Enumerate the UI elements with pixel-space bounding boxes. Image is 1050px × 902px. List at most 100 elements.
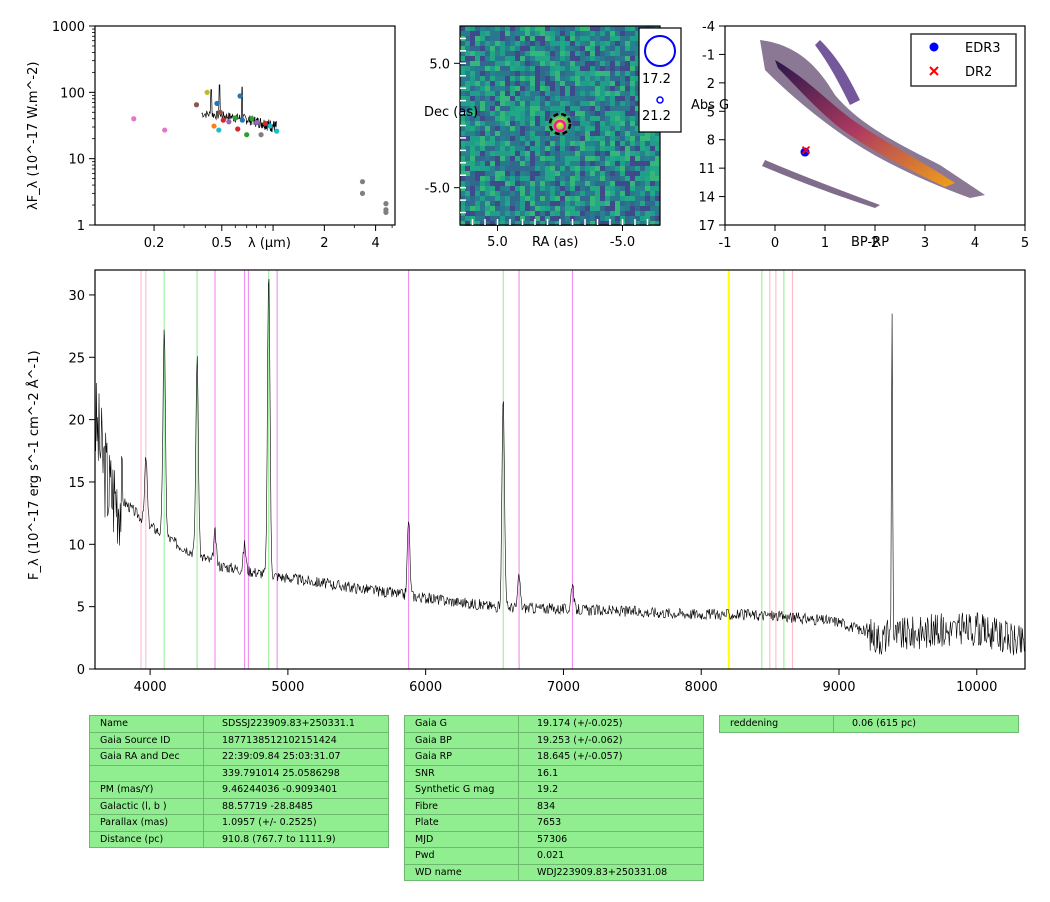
cutout-pixel bbox=[585, 66, 590, 71]
cutout-pixel bbox=[600, 166, 605, 171]
cutout-pixel bbox=[470, 211, 475, 216]
cutout-pixel bbox=[520, 31, 525, 36]
cutout-pixel bbox=[590, 221, 595, 226]
cutout-pixel bbox=[515, 116, 520, 121]
cutout-pixel bbox=[500, 56, 505, 61]
cutout-pixel bbox=[605, 81, 610, 86]
cutout-pixel bbox=[620, 51, 625, 56]
cutout-pixel bbox=[600, 66, 605, 71]
cutout-pixel bbox=[475, 121, 480, 126]
cutout-pixel bbox=[570, 191, 575, 196]
cutout-pixel bbox=[655, 146, 660, 151]
cutout-pixel bbox=[485, 221, 490, 226]
cutout-pixel bbox=[620, 116, 625, 121]
cutout-pixel bbox=[480, 211, 485, 216]
cutout-pixel bbox=[575, 26, 580, 31]
cutout-pixel bbox=[475, 141, 480, 146]
cutout-pixel bbox=[615, 181, 620, 186]
cutout-pixel bbox=[635, 31, 640, 36]
cutout-pixel bbox=[635, 41, 640, 46]
cutout-pixel bbox=[515, 196, 520, 201]
cutout-pixel bbox=[470, 131, 475, 136]
table-key: Gaia Source ID bbox=[89, 731, 204, 749]
cutout-pixel bbox=[585, 206, 590, 211]
cutout-pixel bbox=[500, 201, 505, 206]
cutout-pixel bbox=[460, 51, 465, 56]
cutout-pixel bbox=[505, 71, 510, 76]
cutout-pixel bbox=[485, 141, 490, 146]
cutout-pixel bbox=[605, 191, 610, 196]
cutout-pixel bbox=[555, 161, 560, 166]
sed-point bbox=[216, 127, 222, 133]
cutout-pixel bbox=[525, 36, 530, 41]
cutout-pixel bbox=[560, 61, 565, 66]
cutout-pixel bbox=[580, 106, 585, 111]
cutout-pixel bbox=[460, 151, 465, 156]
cutout-pixel bbox=[500, 91, 505, 96]
hr-ytick-label: 8 bbox=[707, 134, 715, 149]
cutout-pixel bbox=[560, 51, 565, 56]
cutout-pixel bbox=[520, 206, 525, 211]
cutout-pixel bbox=[580, 221, 585, 226]
cutout-pixel bbox=[510, 211, 515, 216]
cutout-pixel bbox=[540, 221, 545, 226]
cutout-pixel bbox=[575, 91, 580, 96]
cutout-pixel bbox=[460, 91, 465, 96]
cutout-pixel bbox=[580, 101, 585, 106]
cutout-pixel bbox=[545, 141, 550, 146]
cutout-pixel bbox=[550, 196, 555, 201]
cutout-pixel bbox=[460, 41, 465, 46]
cutout-pixel bbox=[555, 156, 560, 161]
cutout-pixel bbox=[575, 76, 580, 81]
cutout-pixel bbox=[645, 211, 650, 216]
sed-point bbox=[220, 117, 226, 123]
cutout-pixel bbox=[460, 121, 465, 126]
cutout-pixel bbox=[470, 196, 475, 201]
cutout-pixel bbox=[515, 51, 520, 56]
cutout-pixel bbox=[530, 26, 535, 31]
cutout-pixel bbox=[590, 151, 595, 156]
cutout-pixel bbox=[485, 126, 490, 131]
cutout-pixel bbox=[480, 206, 485, 211]
cutout-pixel bbox=[520, 101, 525, 106]
cutout-pixel bbox=[505, 121, 510, 126]
hr-legend-frame bbox=[910, 33, 1017, 87]
cutout-pixel bbox=[570, 56, 575, 61]
cutout-pixel bbox=[620, 166, 625, 171]
cutout-pixel bbox=[550, 66, 555, 71]
cutout-pixel bbox=[630, 141, 635, 146]
cutout-pixel bbox=[555, 71, 560, 76]
cutout-pixel bbox=[635, 76, 640, 81]
cutout-pixel bbox=[570, 81, 575, 86]
cutout-pixel bbox=[490, 76, 495, 81]
cutout-pixel bbox=[530, 126, 535, 131]
cutout-pixel bbox=[485, 216, 490, 221]
cutout-pixel bbox=[630, 201, 635, 206]
cutout-pixel bbox=[460, 81, 465, 86]
cutout-pixel bbox=[560, 91, 565, 96]
cutout-pixel bbox=[600, 71, 605, 76]
cutout-pixel bbox=[485, 101, 490, 106]
cutout-pixel bbox=[525, 121, 530, 126]
cutout-pixel bbox=[620, 201, 625, 206]
cutout-pixel bbox=[570, 61, 575, 66]
cutout-pixel bbox=[515, 76, 520, 81]
cutout-pixel bbox=[575, 51, 580, 56]
cutout-pixel bbox=[535, 211, 540, 216]
cutout-pixel bbox=[630, 196, 635, 201]
cutout-pixel bbox=[575, 216, 580, 221]
cutout-pixel bbox=[590, 216, 595, 221]
cutout-pixel bbox=[540, 36, 545, 41]
cutout-pixel bbox=[590, 191, 595, 196]
cutout-pixel bbox=[530, 61, 535, 66]
cutout-pixel bbox=[565, 91, 570, 96]
cutout-pixel bbox=[555, 191, 560, 196]
cutout-pixel bbox=[490, 66, 495, 71]
cutout-pixel bbox=[505, 186, 510, 191]
cutout-pixel bbox=[585, 151, 590, 156]
cutout-pixel bbox=[565, 146, 570, 151]
cutout-pixel bbox=[635, 121, 640, 126]
cutout-pixel bbox=[485, 76, 490, 81]
cutout-pixel bbox=[515, 181, 520, 186]
hr-ytick-label: 2 bbox=[707, 77, 715, 92]
